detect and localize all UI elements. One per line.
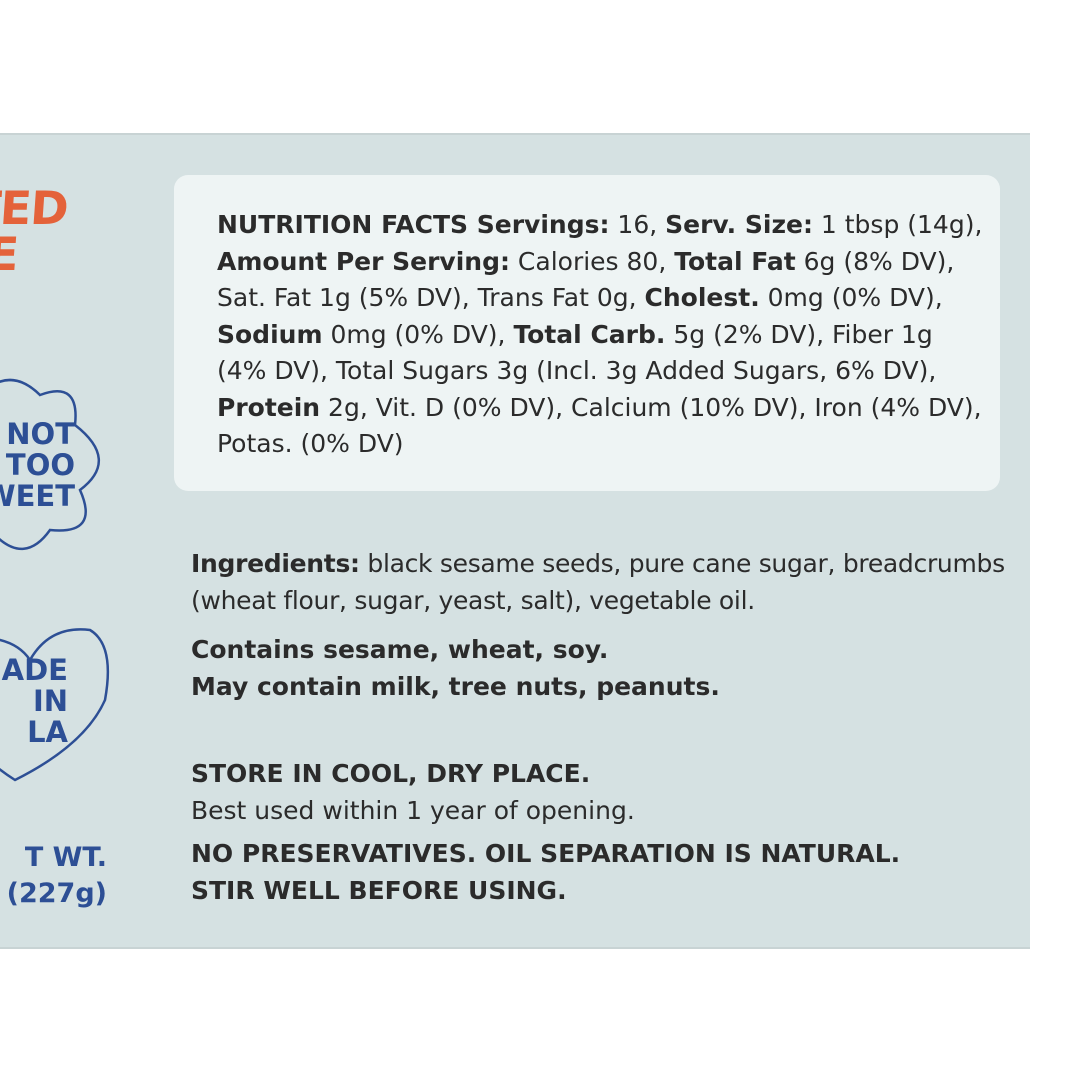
wavy-badge-outline-icon	[0, 378, 100, 551]
nf-value: 16,	[609, 210, 666, 239]
nf-value: 1 tbsp (14g),	[812, 210, 983, 239]
ingredients-label: Ingredients:	[191, 549, 360, 578]
nf-label: Total Carb.	[513, 319, 666, 349]
nf-value: 5g (2% DV), Fiber 1g (4% DV), Total Suga…	[217, 319, 937, 386]
nutrition-heading: NUTRITION FACTS	[217, 210, 469, 239]
nf-label: Amount Per Serving:	[217, 246, 510, 276]
made-in-la-badge: MADE IN LA	[0, 655, 68, 748]
storage-info: STORE IN COOL, DRY PLACE. Best used with…	[191, 755, 900, 909]
logo-line: OTED	[0, 181, 70, 235]
badge-line: NOT	[6, 417, 75, 451]
nf-label: Serv. Size:	[665, 210, 813, 239]
allergens: Contains sesame, wheat, soy. May contain…	[191, 631, 720, 705]
ingredients-text: black sesame seeds, pure cane sugar, bre…	[191, 549, 1005, 615]
nf-label: Protein	[217, 392, 321, 422]
nf-label: Total Fat	[674, 246, 796, 276]
nf-label: Sodium	[217, 319, 323, 349]
badge-line: LA	[27, 715, 68, 749]
nf-value: 6g (8% DV), Sat. Fat 1g (5% DV), Trans F…	[217, 246, 955, 313]
badge-line: TOO	[5, 448, 75, 482]
nf-label: Servings:	[468, 210, 610, 239]
net-weight-label: T WT.	[24, 842, 107, 873]
badge-line: SWEET	[0, 479, 75, 513]
nf-value: 2g, Vit. D (0% DV), Calcium (10% DV), Ir…	[217, 392, 982, 459]
stir-warning: STIR WELL BEFORE USING.	[191, 876, 567, 905]
logo-line: ARE	[0, 227, 20, 281]
preservatives-warning: NO PRESERVATIVES. OIL SEPARATION IS NATU…	[191, 839, 901, 868]
badge-line: IN	[32, 684, 68, 718]
nf-label: Cholest.	[644, 283, 760, 312]
nf-value: Calories 80,	[509, 246, 675, 276]
nutrition-facts-panel: NUTRITION FACTS Servings: 16, Serv. Size…	[174, 175, 1000, 491]
not-too-sweet-badge: NOT TOO SWEET	[0, 419, 75, 512]
net-weight: T WT. (227g)	[7, 840, 107, 912]
net-weight-value: (227g)	[6, 878, 107, 909]
nf-value: 0mg (0% DV),	[759, 283, 943, 312]
nutrition-facts-text: NUTRITION FACTS Servings: 16, Serv. Size…	[217, 207, 987, 463]
heart-outline-icon	[0, 628, 110, 782]
product-label: OTED ARE NOT TOO SWEET MADE IN LA T WT. …	[0, 133, 1030, 949]
storage-note: Best used within 1 year of opening.	[191, 796, 635, 825]
brand-logo: OTED ARE	[0, 181, 70, 281]
allergen-contains: Contains sesame, wheat, soy.	[191, 635, 609, 664]
allergen-may-contain: May contain milk, tree nuts, peanuts.	[191, 672, 720, 701]
badge-line: MADE	[0, 653, 68, 687]
ingredients: Ingredients: black sesame seeds, pure ca…	[191, 545, 1021, 619]
nf-value: 0mg (0% DV),	[322, 319, 514, 349]
storage-heading: STORE IN COOL, DRY PLACE.	[191, 759, 591, 788]
